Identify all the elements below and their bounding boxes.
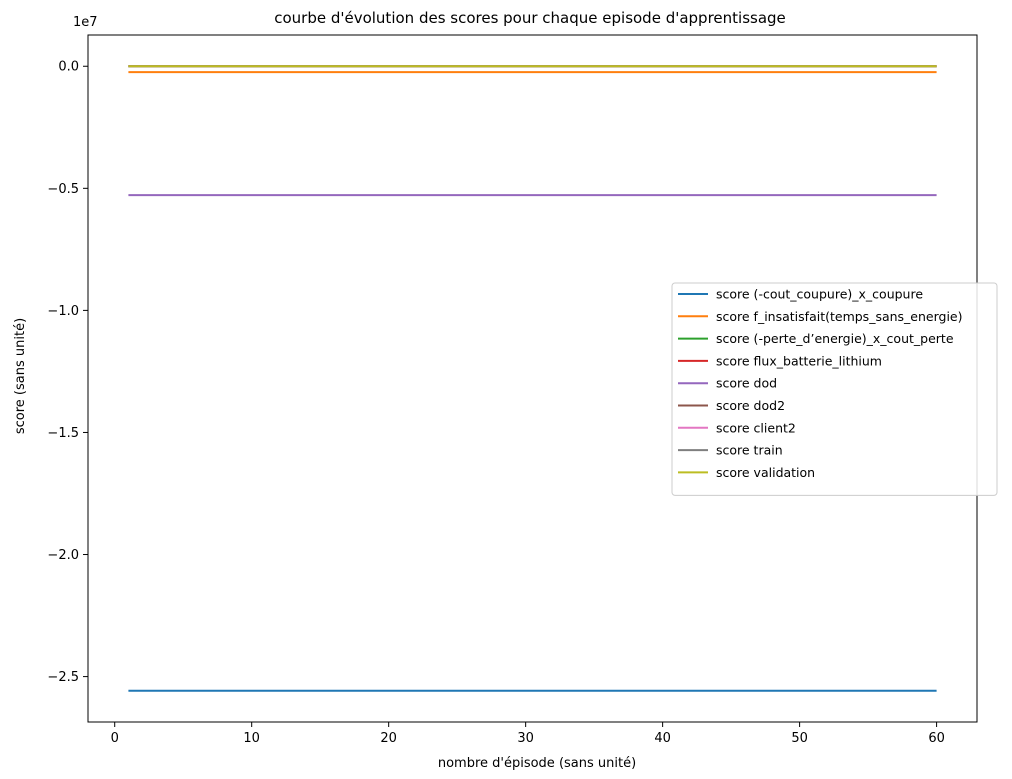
legend-entry: score f_insatisfait(temps_sans_energie) [716,309,963,324]
y-axis-label: score (sans unité) [13,318,28,434]
y-tick-label: −0.5 [47,182,79,197]
x-tick-label: 60 [928,731,945,746]
x-tick-label: 50 [791,731,808,746]
x-axis-label: nombre d'épisode (sans unité) [438,756,636,771]
legend-box [671,282,998,496]
legend-entry: score dod [716,376,777,391]
legend-entry: score (-cout_coupure)_x_coupure [716,287,923,302]
legend-entry: score validation [716,465,815,480]
legend-entry: score dod2 [716,398,785,413]
legend-entry: score flux_batterie_lithium [716,353,882,368]
legend-entry: score train [716,443,783,458]
chart-title: courbe d'évolution des scores pour chaqu… [274,9,786,27]
plot-area [128,65,937,692]
legend-entry: score client2 [716,420,796,435]
y-tick-label: 0.0 [58,60,79,75]
legend-entry: score (-perte_d’energie)_x_cout_perte [716,331,954,346]
x-tick-label: 30 [517,731,534,746]
y-tick-label: −2.5 [47,670,79,685]
y-tick-label: −1.5 [47,426,79,441]
y-tick-label: −2.0 [47,548,79,563]
y-offset-label: 1e7 [73,15,98,30]
x-tick-label: 40 [654,731,671,746]
x-tick-label: 10 [243,731,260,746]
y-tick-label: −1.0 [47,304,79,319]
y-axis: 0.0 −0.5 −1.0 −1.5 −2.0 −2.5 [47,60,88,685]
x-tick-label: 0 [111,731,119,746]
x-axis: 0 10 20 30 40 50 60 [111,722,945,746]
x-tick-label: 20 [380,731,397,746]
